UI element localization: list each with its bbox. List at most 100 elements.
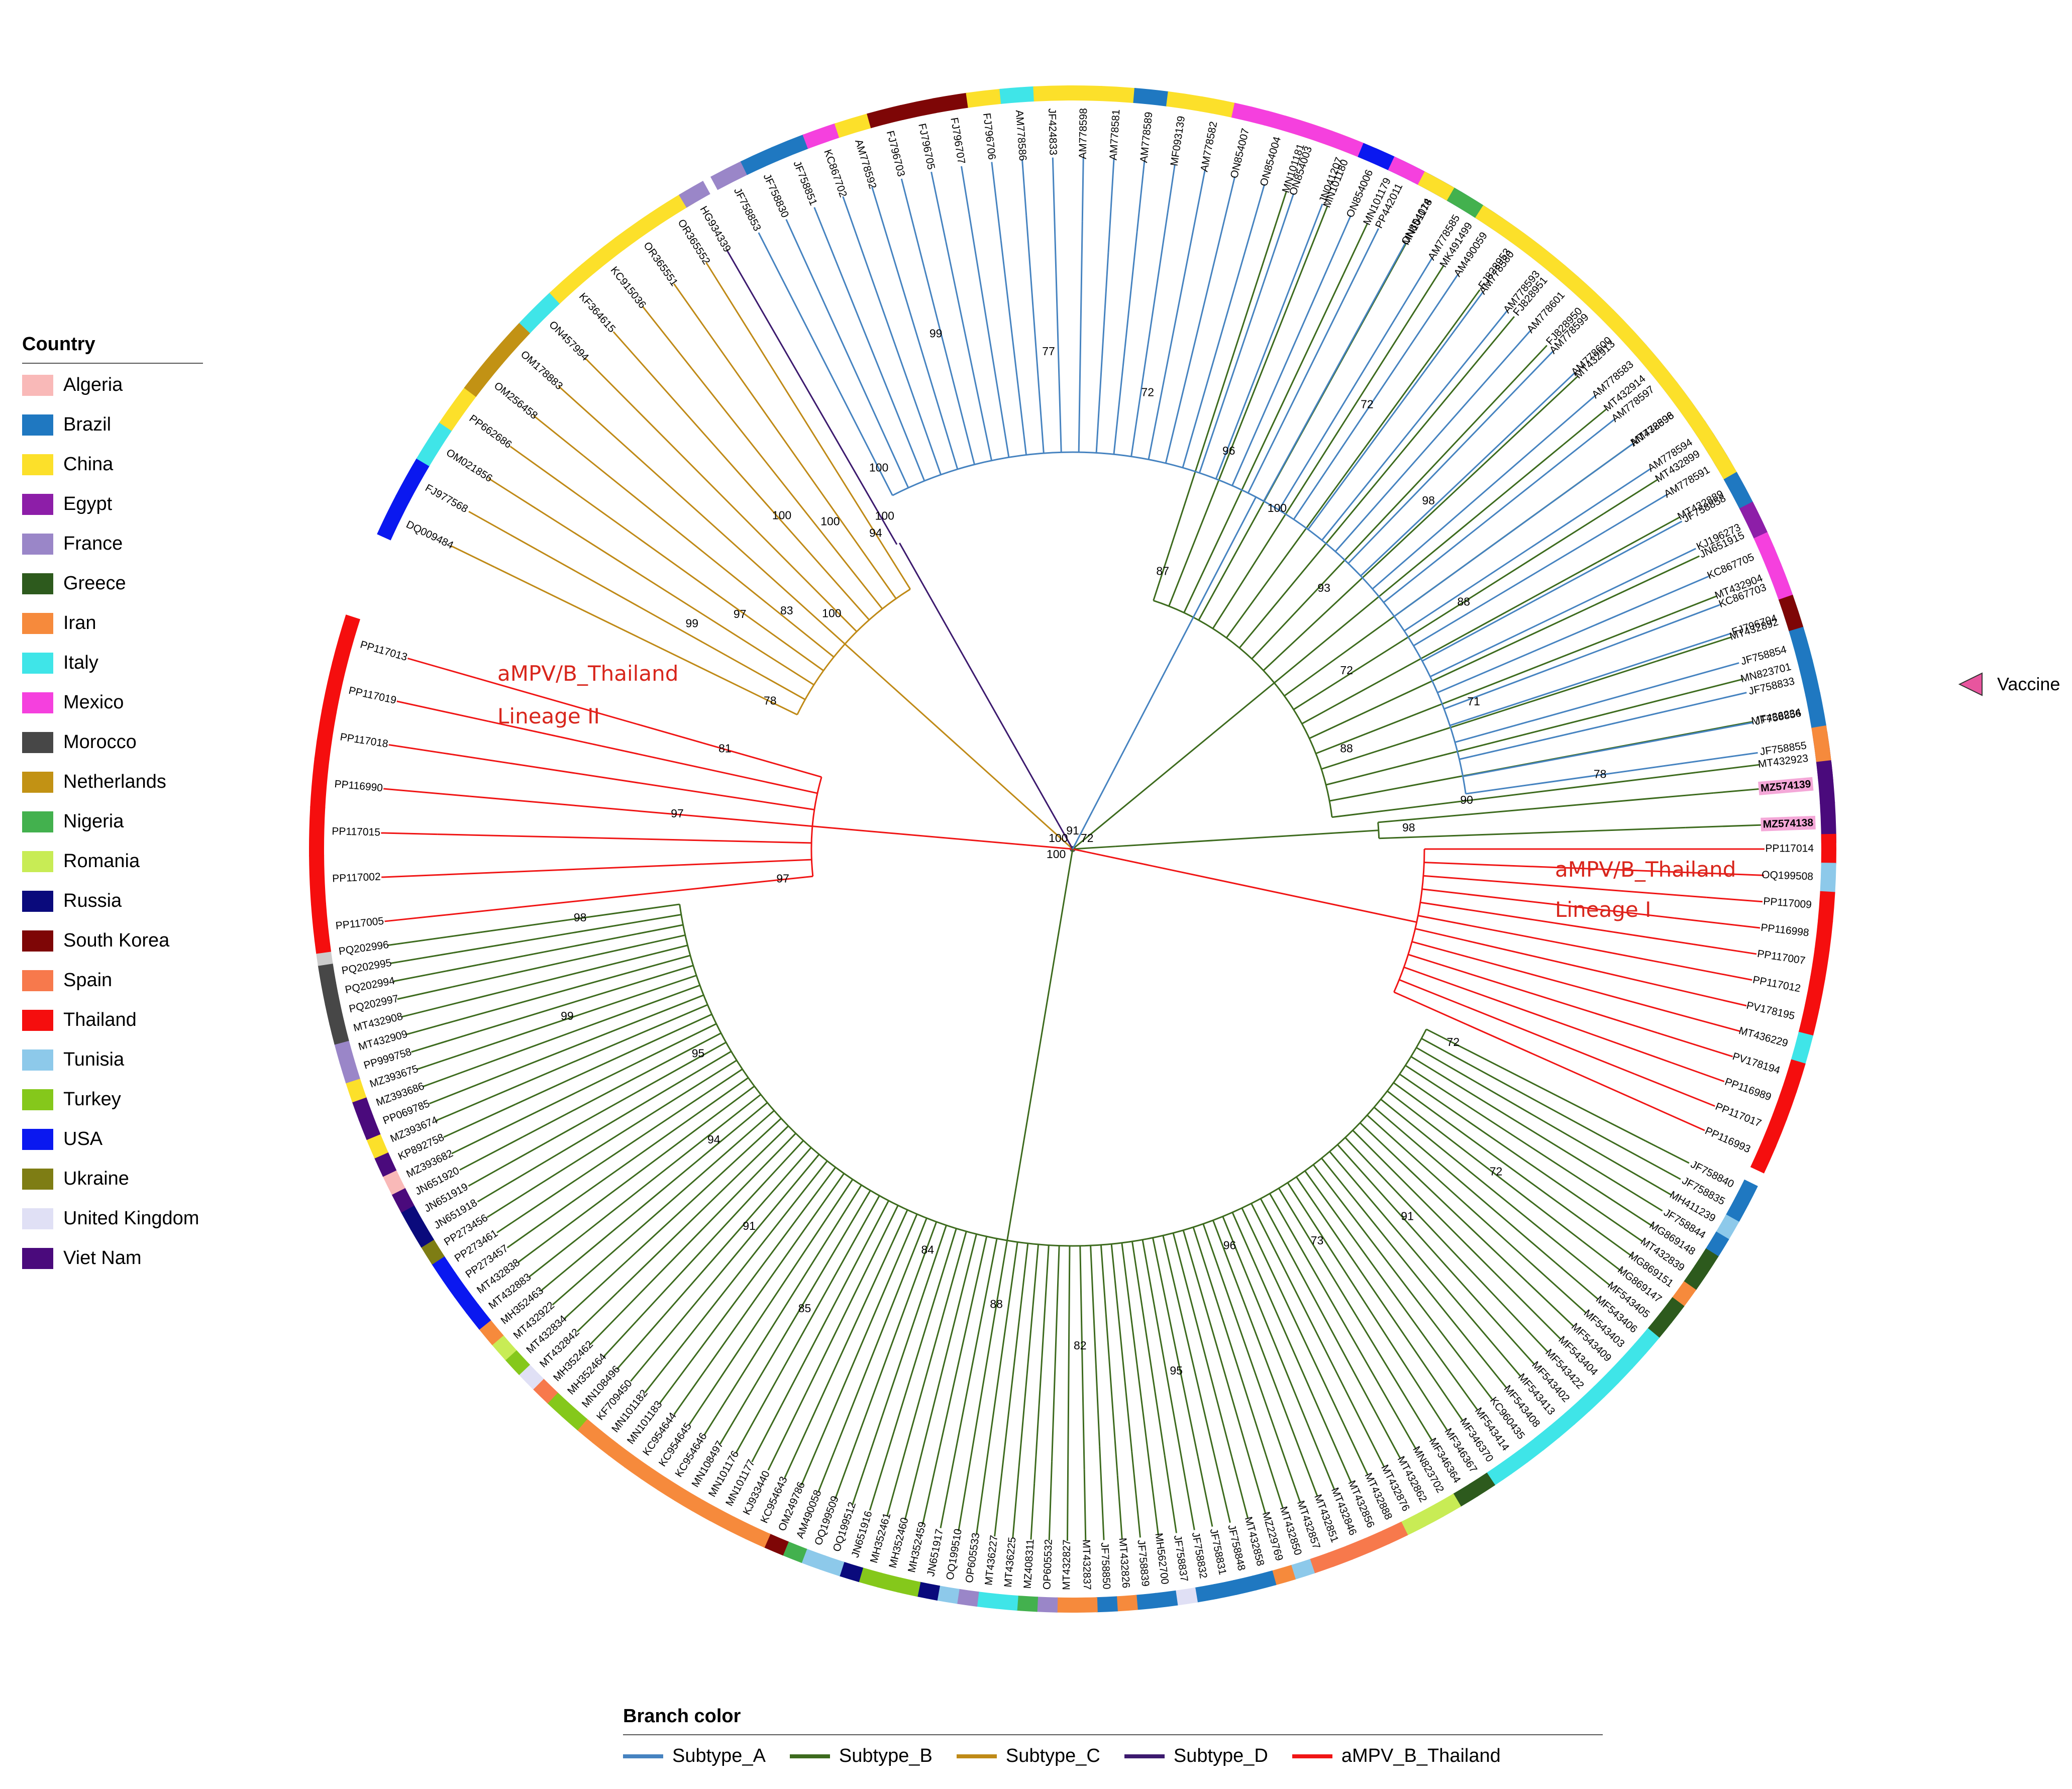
country-legend-label: Morocco xyxy=(63,731,137,753)
tip-branch xyxy=(1019,1244,1040,1452)
tip-branch xyxy=(616,1125,789,1293)
country-ring-segment xyxy=(1388,156,1426,185)
tip-branch xyxy=(1399,979,1635,1075)
tip-branch xyxy=(1413,531,1606,647)
tip-branch xyxy=(556,1085,755,1234)
country-legend-item: Greece xyxy=(22,573,126,594)
branch-legend-rule xyxy=(623,1734,1603,1735)
tip-branch-end xyxy=(1521,1254,1587,1314)
tip-branch xyxy=(969,1240,1008,1461)
tip-branch-end xyxy=(393,964,479,982)
tip-branch xyxy=(1360,427,1518,577)
tip-branch-end xyxy=(1563,408,1607,446)
tip-branch-end xyxy=(659,1334,712,1405)
tip-branch xyxy=(1379,826,1686,839)
tip-branch-end xyxy=(1679,752,1758,765)
country-legend-label: USA xyxy=(63,1128,103,1149)
tip-branch xyxy=(690,1153,820,1310)
tip-branch-end xyxy=(1706,896,1763,903)
tip-branch-end xyxy=(1344,1389,1385,1467)
tip-branch-end xyxy=(1574,1213,1633,1257)
tip-branch-end xyxy=(1660,961,1752,981)
tip-branch-end xyxy=(1517,372,1576,428)
country-ring-segment xyxy=(1345,1538,1372,1560)
leaf-label: MH352459 xyxy=(906,1521,928,1573)
country-ring-segment xyxy=(325,1001,345,1025)
tip-branch xyxy=(1421,1037,1612,1142)
country-ring-segment xyxy=(966,88,1002,108)
tip-branch-end xyxy=(1696,764,1759,774)
tip-branch-end xyxy=(1297,205,1328,280)
tip-branch-end xyxy=(459,1136,524,1171)
tip-branch xyxy=(1165,231,1223,464)
tip-branch-end xyxy=(517,1232,558,1264)
branch-legend-label: Subtype_A xyxy=(672,1745,766,1766)
tip-branch-end xyxy=(719,1382,757,1445)
country-ring-segment xyxy=(1264,111,1301,135)
tip-branch xyxy=(580,496,824,672)
country-ring-segment xyxy=(1199,96,1236,118)
tip-branch-end xyxy=(869,1449,889,1511)
tip-branch-end xyxy=(813,207,836,260)
country-ring-segment xyxy=(321,982,340,1006)
tip-branch xyxy=(781,1195,880,1372)
country-ring-segment xyxy=(466,1304,491,1330)
tip-branch xyxy=(706,1173,845,1369)
tip-branch xyxy=(1113,232,1138,455)
tip-branch xyxy=(515,1013,712,1105)
country-ring-segment xyxy=(1135,1593,1158,1610)
tip-branch xyxy=(612,1102,768,1232)
country-ring-segment xyxy=(1309,1552,1334,1574)
tip-branch-end xyxy=(751,1405,782,1462)
tip-branch xyxy=(1095,252,1109,453)
tip-branch-end xyxy=(1526,1282,1574,1327)
tip-branch xyxy=(1403,966,1672,1064)
clade-stem-thailand-lineage-2 xyxy=(1030,845,1073,850)
country-ring-segment xyxy=(1358,143,1396,171)
tip-branch xyxy=(1121,1242,1153,1480)
tip-branch-end xyxy=(423,1064,483,1088)
tip-branch-end xyxy=(886,1432,911,1516)
tip-branch-end xyxy=(1185,1482,1195,1530)
country-swatch xyxy=(22,851,53,872)
branch-swatch xyxy=(789,1754,830,1758)
leaf-label: KC915036 xyxy=(608,264,649,310)
tip-branch-end xyxy=(1402,257,1433,306)
tip-branch xyxy=(881,1225,947,1416)
country-ring-segment xyxy=(1155,1590,1178,1608)
tip-branch xyxy=(469,795,813,827)
tip-branch xyxy=(1192,1227,1267,1455)
tip-branch-end xyxy=(871,186,891,249)
tip-branch xyxy=(1337,1144,1503,1329)
tip-branch-end xyxy=(1356,228,1380,273)
country-legend-item: Nigeria xyxy=(22,811,124,832)
tip-branch xyxy=(1378,792,1714,823)
tip-branch-end xyxy=(726,249,752,293)
tip-branch xyxy=(1352,1129,1495,1274)
tip-branch xyxy=(989,1242,1018,1441)
clade-arc-subtype-b-lower xyxy=(679,904,1427,1247)
tip-branch-end xyxy=(1424,289,1481,366)
tip-branch-end xyxy=(1376,1381,1417,1450)
tip-branch-end xyxy=(1622,1166,1673,1196)
country-ring-segment xyxy=(1486,1461,1512,1486)
country-ring-segment xyxy=(416,421,453,467)
tip-branch-end xyxy=(1469,1315,1521,1377)
leaf-label: ON457994 xyxy=(547,319,591,364)
bootstrap-value: 77 xyxy=(1042,345,1055,358)
leaf-label: MH562700 xyxy=(1153,1532,1171,1585)
tip-branch-end xyxy=(1339,1417,1369,1476)
tip-branch xyxy=(1459,708,1678,760)
leaf-label: OQ199510 xyxy=(944,1528,964,1581)
country-swatch xyxy=(22,493,53,515)
leaf-label: PQ202994 xyxy=(344,975,396,996)
country-ring-segment xyxy=(1660,1297,1685,1323)
country-ring-segment xyxy=(877,1572,902,1593)
branch-legend-item: Subtype_A xyxy=(623,1745,766,1767)
bootstrap-value: 83 xyxy=(780,604,793,617)
country-legend-label: Egypt xyxy=(63,493,113,514)
country-legend-label: Iran xyxy=(63,612,96,634)
country-legend-label: Thailand xyxy=(63,1009,137,1030)
leaf-label: PP117018 xyxy=(339,731,389,750)
